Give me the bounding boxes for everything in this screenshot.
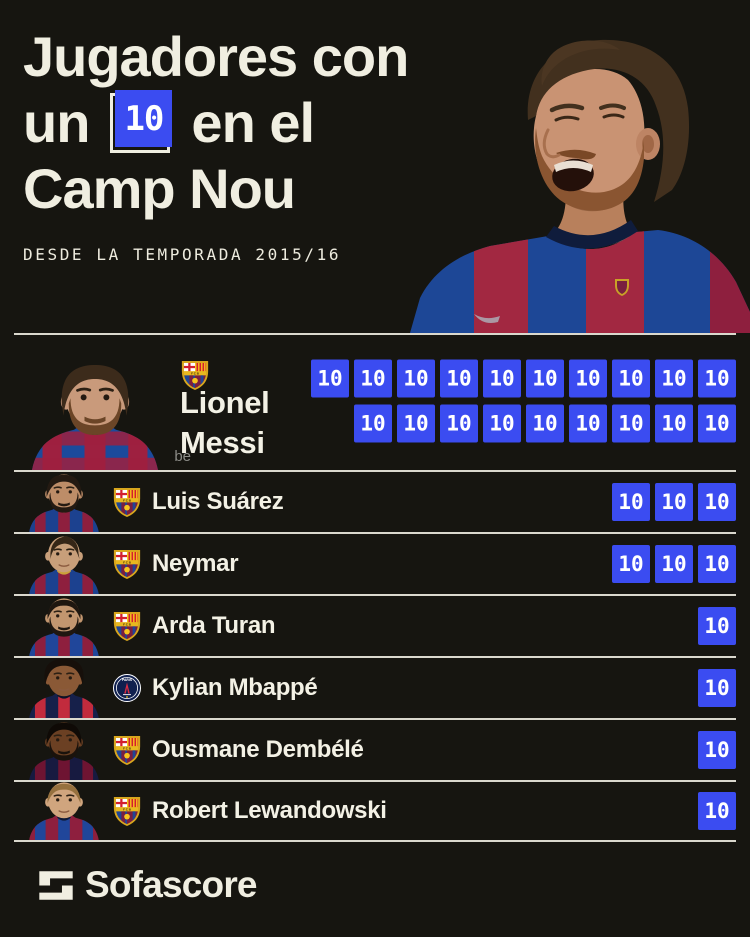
rating-badge: 10: [612, 404, 650, 442]
rating-badge: 10: [354, 404, 392, 442]
svg-text:F C B: F C B: [123, 747, 132, 751]
title-rating-badge-frame: 10: [110, 90, 173, 153]
rating-badge: 10: [655, 483, 693, 521]
rating-badge-row: 10: [698, 792, 736, 830]
player-avatar: [25, 720, 103, 780]
rating-badge: 10: [698, 792, 736, 830]
barcelona-crest-icon: F C B: [112, 610, 142, 642]
player-row: F C B Arda Turan 10: [14, 594, 736, 656]
rating-badge: 10: [698, 669, 736, 707]
player-name: Kylian Mbappé: [152, 674, 318, 701]
rating-badge: 10: [698, 404, 736, 442]
rating-badge: 10: [354, 359, 392, 397]
psg-crest-icon: PARIS: [112, 673, 142, 703]
footer-brand: Sofascore: [38, 864, 258, 906]
page-title-line1: Jugadores con: [23, 25, 409, 88]
svg-text:F C B: F C B: [191, 372, 200, 376]
rating-badge-row: 10: [698, 607, 736, 645]
player-name: Neymar: [152, 550, 239, 577]
rating-badge: 10: [655, 359, 693, 397]
rating-badge-row: 10: [698, 731, 736, 769]
barcelona-crest-icon: F C B: [112, 486, 142, 518]
svg-text:F C B: F C B: [123, 808, 132, 812]
rating-badge: 10: [483, 404, 521, 442]
svg-text:F C B: F C B: [123, 623, 132, 627]
player-row: F C B Robert Lewandowski 10: [14, 780, 736, 842]
rating-badge: 10: [612, 359, 650, 397]
rating-badge-row: 10: [698, 669, 736, 707]
player-row: be F C B Lionel Messi 10 10 10 10 10 10 10 10 10 10 10…: [14, 333, 736, 470]
rating-badge: 10: [440, 404, 478, 442]
rating-badges: 10 10 10: [612, 483, 736, 521]
rating-badge: 10: [526, 404, 564, 442]
rating-badge: 10: [440, 359, 478, 397]
title-word-un: un: [23, 91, 90, 154]
player-name: Luis Suárez: [152, 488, 284, 515]
page-title-line2: un 10 en el: [23, 90, 408, 156]
barcelona-crest-icon: F C B: [112, 795, 142, 827]
rating-badge: 10: [698, 731, 736, 769]
rating-badges: 10 10 10: [612, 545, 736, 583]
player-row: F C B Neymar 10 10 10: [14, 532, 736, 594]
rating-badge-row: 10 10 10: [612, 545, 736, 583]
barcelona-crest-icon: F C B: [180, 359, 210, 391]
rating-badge-row: 10 10 10: [612, 483, 736, 521]
rating-badge: 10: [698, 359, 736, 397]
rating-badge-row: 10 10 10 10 10 10 10 10 10: [354, 404, 736, 442]
player-row: F C B Ousmane Dembélé 10: [14, 718, 736, 780]
rating-badge: 10: [655, 404, 693, 442]
rating-badge: 10: [569, 359, 607, 397]
player-row: PARIS Kylian Mbappé 10: [14, 656, 736, 718]
rating-badge: 10: [612, 545, 650, 583]
rating-badge: 10: [397, 404, 435, 442]
hero-player-illustration: [410, 39, 750, 333]
player-avatar: [25, 472, 103, 532]
player-name: Robert Lewandowski: [152, 797, 387, 824]
rating-badge: 10: [311, 359, 349, 397]
svg-text:F C B: F C B: [123, 561, 132, 565]
svg-text:F C B: F C B: [123, 499, 132, 503]
rating-badge: 10: [569, 404, 607, 442]
rating-badge: 10: [612, 483, 650, 521]
player-avatar: [25, 596, 103, 656]
barcelona-crest-icon: F C B: [112, 734, 142, 766]
rating-badges: 10: [698, 607, 736, 645]
title-rating-badge: 10: [115, 90, 173, 147]
title-word-enel: en el: [191, 91, 315, 154]
photo-watermark: be: [174, 448, 191, 465]
subtitle: DESDE LA TEMPORADA 2015/16: [23, 245, 342, 264]
rating-badge: 10: [483, 359, 521, 397]
rating-badge: 10: [655, 545, 693, 583]
sofascore-logo-icon: [39, 870, 73, 900]
player-avatar: be: [25, 361, 191, 470]
rating-badge: 10: [698, 545, 736, 583]
player-avatar: [25, 658, 103, 718]
rating-badges: 10 10 10 10 10 10 10 10 10 10 10 10 10 10 10 10 10 10 10: [311, 359, 736, 442]
rating-badge: 10: [526, 359, 564, 397]
rating-badge: 10: [698, 483, 736, 521]
player-avatar: [25, 782, 103, 840]
rating-badges: 10: [698, 792, 736, 830]
rating-badges: 10: [698, 669, 736, 707]
player-avatar: [25, 534, 103, 594]
player-name: Arda Turan: [152, 612, 276, 639]
svg-text:PARIS: PARIS: [122, 678, 133, 682]
player-row: F C B Luis Suárez 10 10 10: [14, 470, 736, 532]
rating-badges: 10: [698, 731, 736, 769]
rating-badge-row: 10 10 10 10 10 10 10 10 10 10: [311, 359, 736, 397]
rating-badge: 10: [698, 607, 736, 645]
brand-wordmark: Sofascore: [85, 864, 258, 905]
header: Jugadores con un 10 en el Camp Nou DESDE…: [23, 24, 409, 264]
page-title-line3: Camp Nou: [23, 157, 296, 220]
barcelona-crest-icon: F C B: [112, 548, 142, 580]
player-name: Ousmane Dembélé: [152, 736, 364, 763]
player-name: Lionel Messi: [180, 385, 270, 460]
player-table: be F C B Lionel Messi 10 10 10 10 10 10 10 10 10 10 10…: [14, 333, 736, 842]
hero-photo-messi: [390, 24, 750, 333]
rating-badge: 10: [397, 359, 435, 397]
